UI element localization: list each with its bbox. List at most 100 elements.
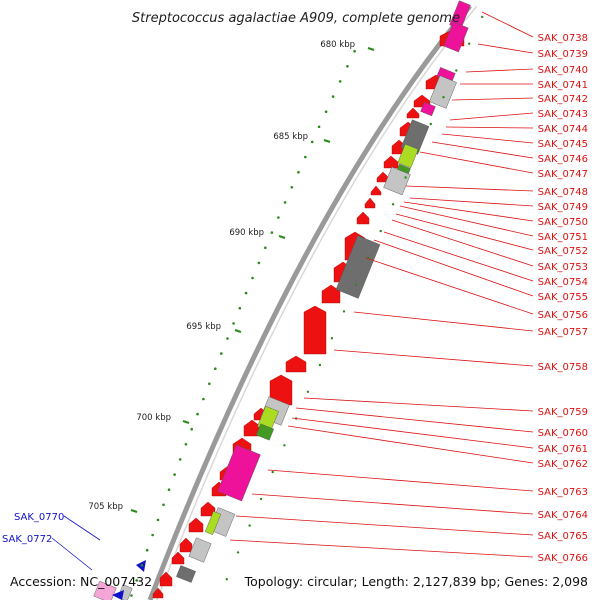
gene-label-right: SAK_0747 bbox=[538, 169, 588, 180]
gc-dot bbox=[257, 261, 261, 265]
kbp-label: 690 kbp bbox=[229, 228, 264, 238]
label-leader bbox=[481, 11, 534, 38]
label-leader bbox=[405, 185, 534, 192]
gc-dot-inner bbox=[468, 42, 471, 45]
gene-label-right: SAK_0746 bbox=[538, 154, 588, 165]
gene-label-right: SAK_0739 bbox=[538, 49, 588, 60]
gene-feature-block bbox=[335, 235, 381, 299]
gene-feature-block bbox=[176, 565, 196, 583]
gene-feature-red bbox=[152, 587, 164, 599]
gene-feature-block bbox=[443, 21, 469, 53]
gene-feature-red bbox=[356, 211, 370, 225]
gene-label-right: SAK_0740 bbox=[538, 65, 588, 76]
label-leader-blue bbox=[51, 537, 93, 571]
label-leader bbox=[229, 539, 534, 558]
gc-dot bbox=[167, 488, 171, 492]
kbp-tick bbox=[234, 328, 242, 334]
gene-label-right: SAK_0750 bbox=[538, 217, 588, 228]
gene-feature-red bbox=[321, 284, 341, 304]
gene-feature-red bbox=[159, 571, 173, 587]
label-leader bbox=[449, 112, 534, 121]
gene-feature-block bbox=[256, 423, 274, 441]
gene-label-left: SAK_0772 bbox=[2, 534, 52, 545]
gene-feature-block bbox=[397, 143, 419, 169]
gene-label-right: SAK_0751 bbox=[538, 232, 588, 243]
gc-dot bbox=[135, 579, 138, 582]
label-leader bbox=[391, 219, 534, 267]
gc-dot bbox=[214, 367, 217, 371]
gc-dot-inner bbox=[318, 363, 322, 367]
gc-dot bbox=[226, 337, 229, 340]
gc-content-track bbox=[130, 15, 484, 597]
kbp-label: 700 kbp bbox=[136, 413, 171, 423]
gc-dot bbox=[173, 473, 176, 476]
gc-dot-inner bbox=[379, 229, 382, 233]
gc-dot-inner bbox=[391, 203, 395, 206]
gc-dot bbox=[178, 458, 182, 461]
gene-feature-red bbox=[303, 305, 327, 355]
gc-dot bbox=[190, 427, 193, 431]
gene-feature-red bbox=[364, 197, 376, 209]
gc-dot-inner bbox=[248, 524, 251, 527]
gc-dot bbox=[202, 397, 205, 401]
topology-text: Topology: circular; Length: 2,127,839 bp… bbox=[244, 574, 588, 589]
label-leader bbox=[251, 493, 534, 515]
gc-dot-inner bbox=[404, 176, 407, 179]
label-leaders: SAK_0738 SAK_0739 SAK_0740 SAK_0741 SAK_0742… bbox=[2, 11, 588, 571]
accession-text: Accession: NC_007432 bbox=[10, 574, 152, 589]
gene-feature-block bbox=[429, 75, 457, 109]
gene-label-right: SAK_0757 bbox=[538, 327, 588, 338]
kbp-label: 705 kbp bbox=[88, 502, 123, 512]
gc-dot bbox=[338, 80, 342, 83]
label-leader bbox=[403, 201, 534, 222]
gene-label-right: SAK_0741 bbox=[538, 80, 588, 91]
gc-dot-inner bbox=[271, 470, 274, 474]
kbp-label: 685 kbp bbox=[273, 132, 308, 142]
gene-label-right: SAK_0759 bbox=[538, 407, 588, 418]
gc-dot bbox=[331, 95, 335, 98]
kbp-tick bbox=[182, 419, 190, 425]
gc-dot bbox=[145, 548, 149, 552]
kbp-tick bbox=[130, 508, 138, 514]
gc-dot-inner bbox=[481, 15, 484, 19]
gene-label-right: SAK_0753 bbox=[538, 262, 588, 273]
gene-label-right: SAK_0756 bbox=[538, 310, 588, 321]
label-leader bbox=[365, 257, 534, 315]
gene-label-right: SAK_0744 bbox=[538, 124, 588, 135]
gc-dot bbox=[277, 216, 280, 219]
gc-dot bbox=[208, 382, 211, 386]
gene-feature-block bbox=[188, 537, 212, 563]
label-leader bbox=[287, 425, 534, 464]
genome-title: Streptococcus agalactiae A909, complete … bbox=[132, 11, 460, 26]
gc-dot bbox=[238, 306, 242, 310]
label-leader bbox=[291, 417, 534, 449]
gene-label-right: SAK_0755 bbox=[538, 292, 588, 303]
label-leader bbox=[395, 213, 534, 251]
label-leader bbox=[303, 397, 534, 412]
gc-dot-inner bbox=[442, 96, 445, 99]
gc-dot bbox=[270, 231, 274, 234]
gc-dot-inner bbox=[259, 497, 263, 501]
gene-feature-red bbox=[406, 107, 420, 119]
gc-dot bbox=[310, 140, 314, 144]
gene-label-right: SAK_0743 bbox=[538, 109, 588, 120]
label-leader bbox=[235, 515, 534, 536]
label-leader bbox=[465, 68, 534, 73]
gc-dot bbox=[324, 110, 328, 113]
gene-feature-red bbox=[383, 155, 399, 169]
gc-dot bbox=[140, 564, 144, 567]
gene-feature-red bbox=[179, 537, 193, 553]
label-leader bbox=[383, 231, 534, 282]
label-leader bbox=[409, 197, 534, 207]
label-leader bbox=[295, 407, 534, 433]
label-leader bbox=[333, 349, 534, 367]
kbp-label: 695 kbp bbox=[186, 322, 221, 332]
gc-dot-inner bbox=[283, 444, 286, 447]
feature-tracks bbox=[93, 0, 478, 600]
gene-feature-block bbox=[217, 444, 261, 502]
gc-dot bbox=[353, 49, 356, 53]
gc-dot-inner bbox=[236, 551, 240, 554]
gc-dot bbox=[283, 201, 287, 204]
gene-label-right: SAK_0763 bbox=[538, 487, 588, 498]
